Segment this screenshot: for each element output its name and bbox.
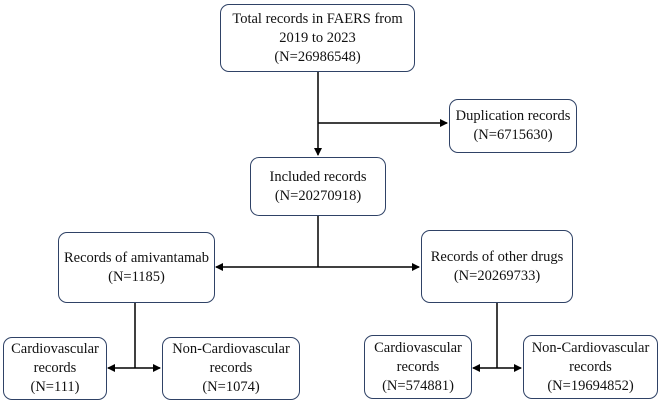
included-records-box: Included records (N=20270918) bbox=[250, 157, 386, 216]
other-drugs-records-label: Records of other drugs bbox=[430, 248, 564, 265]
other-noncardio-line1: Non-Cardiovascular bbox=[531, 339, 650, 356]
duplication-records-label: Duplication records bbox=[455, 108, 571, 124]
ami-cardio-count: (N=111) bbox=[30, 379, 80, 395]
ami-cardio-line2: records bbox=[33, 360, 77, 376]
ami-noncardio-line1: Non-Cardiovascular bbox=[172, 341, 290, 357]
amivantamab-cardiovascular-box: Cardiovascular records (N=111) bbox=[3, 337, 107, 400]
included-records-label: Included records bbox=[269, 168, 367, 185]
ami-noncardio-line2: records bbox=[209, 360, 253, 376]
other-drugs-non-cardiovascular-box: Non-Cardiovascular records (N=19694852) bbox=[523, 335, 658, 399]
other-drugs-cardiovascular-box: Cardiovascular records (N=574881) bbox=[364, 335, 472, 399]
total-records-line1: Total records in FAERS from bbox=[232, 10, 403, 27]
duplication-records-count: (N=6715630) bbox=[473, 127, 553, 143]
included-records-count: (N=20270918) bbox=[274, 187, 362, 204]
ami-cardio-line1: Cardiovascular bbox=[11, 341, 99, 357]
amivantamab-records-label: Records of amivantamab bbox=[64, 249, 209, 266]
amivantamab-records-box: Records of amivantamab (N=1185) bbox=[58, 232, 215, 303]
other-noncardio-line2: records bbox=[569, 358, 612, 375]
other-cardio-count: (N=574881) bbox=[382, 377, 454, 394]
duplication-records-box: Duplication records (N=6715630) bbox=[449, 99, 577, 153]
other-cardio-line2: records bbox=[396, 358, 440, 375]
other-cardio-line1: Cardiovascular bbox=[374, 339, 462, 356]
total-records-line2: 2019 to 2023 bbox=[279, 29, 356, 46]
total-records-count: (N=26986548) bbox=[274, 48, 361, 65]
other-drugs-records-box: Records of other drugs (N=20269733) bbox=[421, 230, 573, 303]
ami-noncardio-count: (N=1074) bbox=[202, 379, 260, 395]
amivantamab-records-count: (N=1185) bbox=[108, 268, 165, 285]
total-records-box: Total records in FAERS from 2019 to 2023… bbox=[220, 4, 415, 72]
other-noncardio-count: (N=19694852) bbox=[547, 377, 634, 394]
other-drugs-records-count: (N=20269733) bbox=[453, 267, 541, 284]
amivantamab-non-cardiovascular-box: Non-Cardiovascular records (N=1074) bbox=[162, 337, 300, 400]
